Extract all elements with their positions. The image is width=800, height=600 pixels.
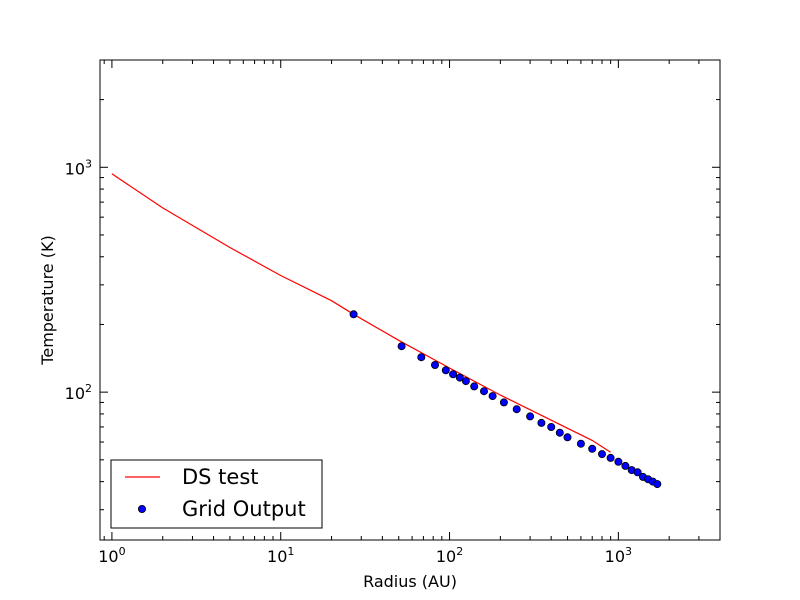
scatter-point xyxy=(441,366,450,375)
axis-ticks xyxy=(100,59,721,540)
scatter-point xyxy=(563,433,572,442)
scatter-point xyxy=(479,387,488,396)
legend-label-grid-output: Grid Output xyxy=(182,497,306,521)
x-tick-label: 101 xyxy=(267,545,294,566)
scatter-point xyxy=(455,373,464,382)
scatter-point xyxy=(633,468,642,477)
scatter-point xyxy=(653,480,662,489)
scatter-point xyxy=(588,444,597,453)
scatter-point xyxy=(621,461,630,470)
scatter-point xyxy=(547,422,556,431)
axis-tick-labels: 100 101 102 103 102 103 xyxy=(65,157,632,566)
y-tick-label: 103 xyxy=(65,157,92,178)
legend-marker-sample xyxy=(137,504,146,513)
x-tick-label: 103 xyxy=(605,545,632,566)
series-line-ds-test xyxy=(111,173,611,453)
scatter-point xyxy=(537,418,546,427)
y-tick-label: 102 xyxy=(65,382,92,403)
scatter-point xyxy=(417,353,426,362)
x-tick-label: 102 xyxy=(436,545,463,566)
scatter-point xyxy=(461,377,470,386)
scatter-point xyxy=(598,450,607,459)
scatter-point xyxy=(614,457,623,466)
x-axis-label: Radius (AU) xyxy=(363,572,457,591)
scatter-point xyxy=(430,360,439,369)
scatter-point xyxy=(470,382,479,391)
scatter-point xyxy=(512,405,521,414)
scatter-point xyxy=(488,392,497,401)
scatter-point xyxy=(526,412,535,421)
scatter-point xyxy=(606,453,615,462)
scatter-point xyxy=(499,398,508,407)
plot-content xyxy=(111,173,662,489)
scatter-point xyxy=(349,310,358,319)
legend: DS test Grid Output xyxy=(110,459,323,529)
scatter-point xyxy=(555,428,564,437)
scatter-point xyxy=(449,370,458,379)
y-axis-label: Temperature (K) xyxy=(38,235,57,365)
legend-label-ds-test: DS test xyxy=(182,465,259,489)
x-tick-label: 100 xyxy=(98,545,125,566)
legend-frame xyxy=(110,459,323,529)
scatter-point xyxy=(576,439,585,448)
scatter-point xyxy=(397,342,406,351)
